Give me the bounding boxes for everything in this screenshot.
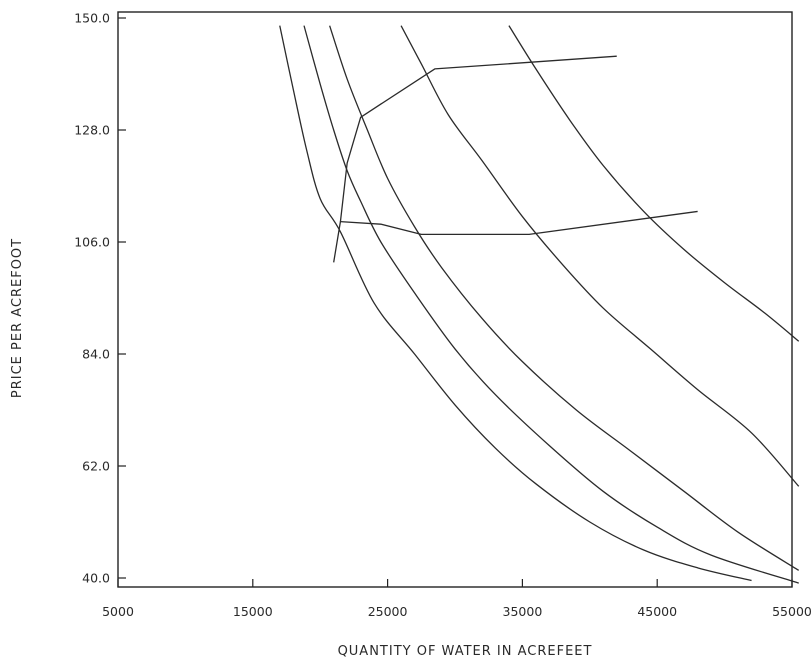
x-tick-label: 55000 (772, 604, 811, 619)
series-line-6 (333, 55, 617, 263)
y-tick-label: 106.0 (74, 235, 110, 250)
x-tick-label: 15000 (233, 604, 273, 619)
x-tick-label: 35000 (503, 604, 543, 619)
x-tick-label: 5000 (102, 604, 134, 619)
x-tick-label: 25000 (368, 604, 408, 619)
x-tick-label: 45000 (637, 604, 677, 619)
x-axis-title: QUANTITY OF WATER IN ACREFEET (338, 644, 593, 659)
series-line-3 (329, 25, 800, 571)
series-line-2 (303, 25, 799, 584)
series-line-7 (340, 210, 698, 236)
y-axis-title: PRICE PER ACREFOOT (10, 238, 25, 398)
y-tick-label: 62.0 (82, 459, 110, 474)
y-axis-ticks: 40.0 62.0 84.0 106.0 128.0 150.0 (74, 11, 126, 586)
series-line-4 (400, 25, 800, 487)
series-line-5 (508, 25, 800, 342)
y-tick-label: 40.0 (82, 571, 110, 586)
plot-frame (117, 11, 793, 588)
x-axis-ticks: 5000 15000 25000 35000 45000 55000 (102, 579, 811, 619)
y-tick-label: 128.0 (74, 123, 110, 138)
y-tick-label: 84.0 (82, 347, 110, 362)
series-line-1 (279, 25, 752, 582)
y-tick-label: 150.0 (74, 11, 110, 26)
series-layer (279, 25, 800, 584)
